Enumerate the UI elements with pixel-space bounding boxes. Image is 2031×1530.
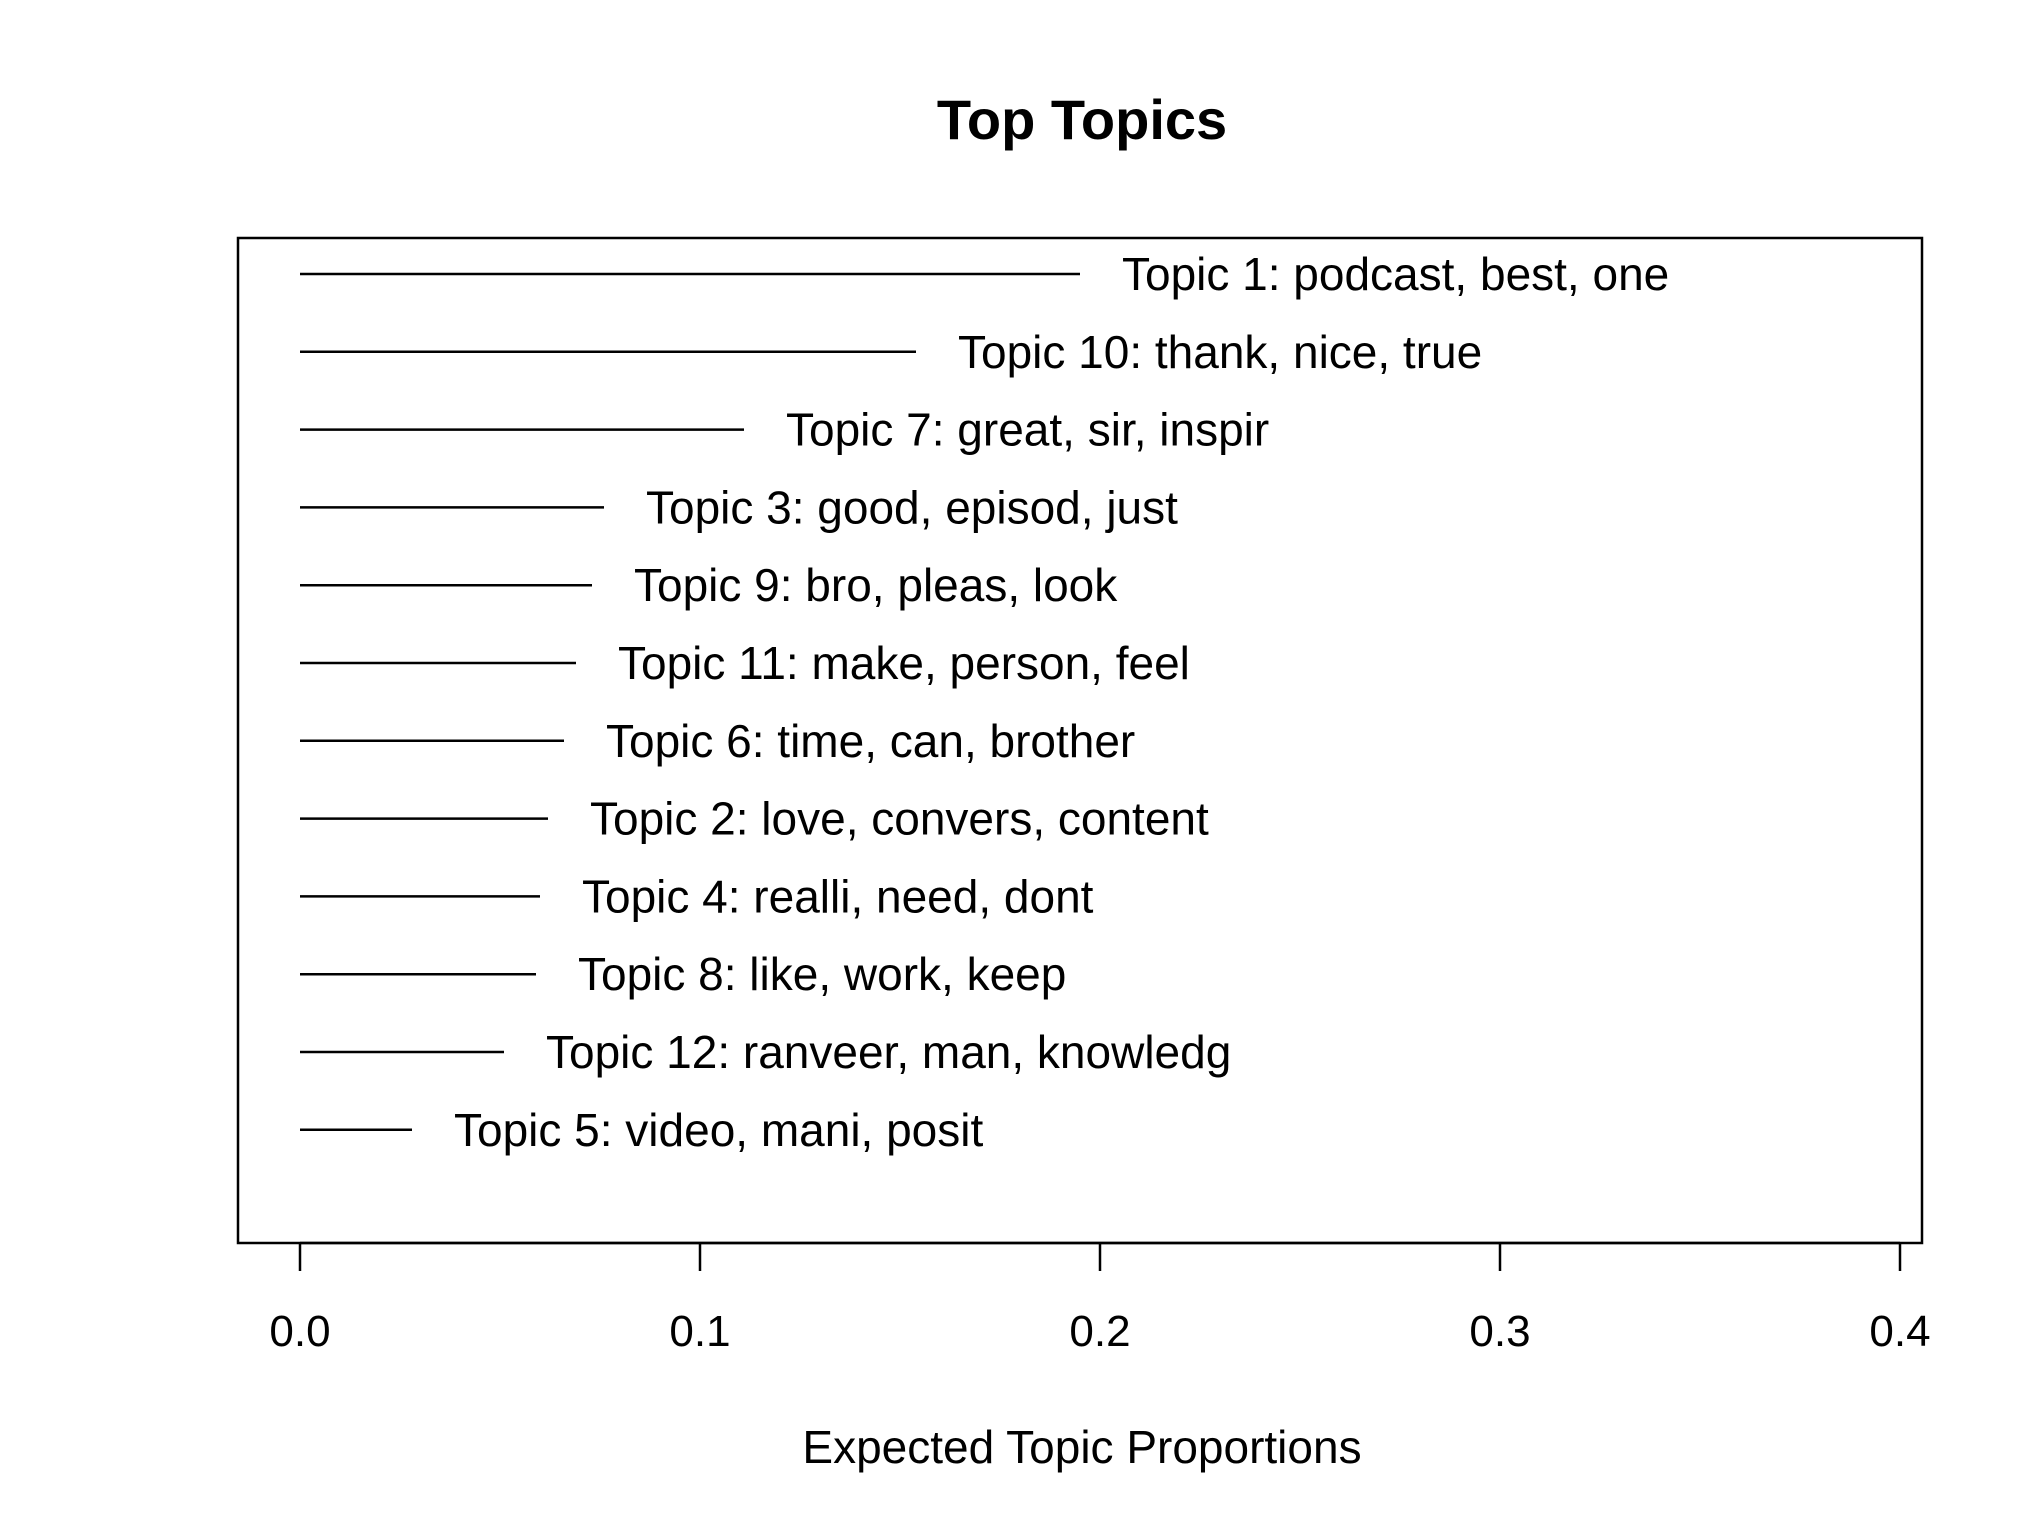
x-tick-label: 0.4 (1869, 1307, 1930, 1356)
topic-label: Topic 4: realli, need, dont (582, 870, 1094, 922)
topic-label: Topic 1: podcast, best, one (1122, 248, 1669, 300)
topic-label: Topic 10: thank, nice, true (958, 326, 1482, 378)
topic-labels: Topic 1: podcast, best, one Topic 10: tha… (454, 248, 1669, 1156)
topic-label: Topic 2: love, convers, content (590, 793, 1209, 845)
topic-label: Topic 12: ranveer, man, knowledg (546, 1026, 1231, 1078)
x-tick-label: 0.0 (269, 1307, 330, 1356)
topic-label: Topic 6: time, can, brother (606, 715, 1135, 767)
chart-title: Top Topics (937, 88, 1227, 151)
x-axis: 0.0 0.1 0.2 0.3 0.4 (269, 1241, 1931, 1356)
topic-label: Topic 11: make, person, feel (618, 637, 1190, 689)
x-axis-ticks: 0.0 0.1 0.2 0.3 0.4 (269, 1243, 1931, 1356)
topic-bars (300, 272, 1080, 1132)
topic-label: Topic 5: video, mani, posit (454, 1104, 983, 1156)
topic-label: Topic 9: bro, pleas, look (634, 559, 1118, 611)
topic-label: Topic 8: like, work, keep (578, 948, 1066, 1000)
x-tick-label: 0.3 (1469, 1307, 1530, 1356)
x-tick-label: 0.2 (1069, 1307, 1130, 1356)
topic-label: Topic 3: good, episod, just (646, 481, 1178, 533)
topic-label: Topic 7: great, sir, inspir (786, 404, 1269, 456)
x-tick-label: 0.1 (669, 1307, 730, 1356)
x-axis-label: Expected Topic Proportions (802, 1421, 1361, 1473)
